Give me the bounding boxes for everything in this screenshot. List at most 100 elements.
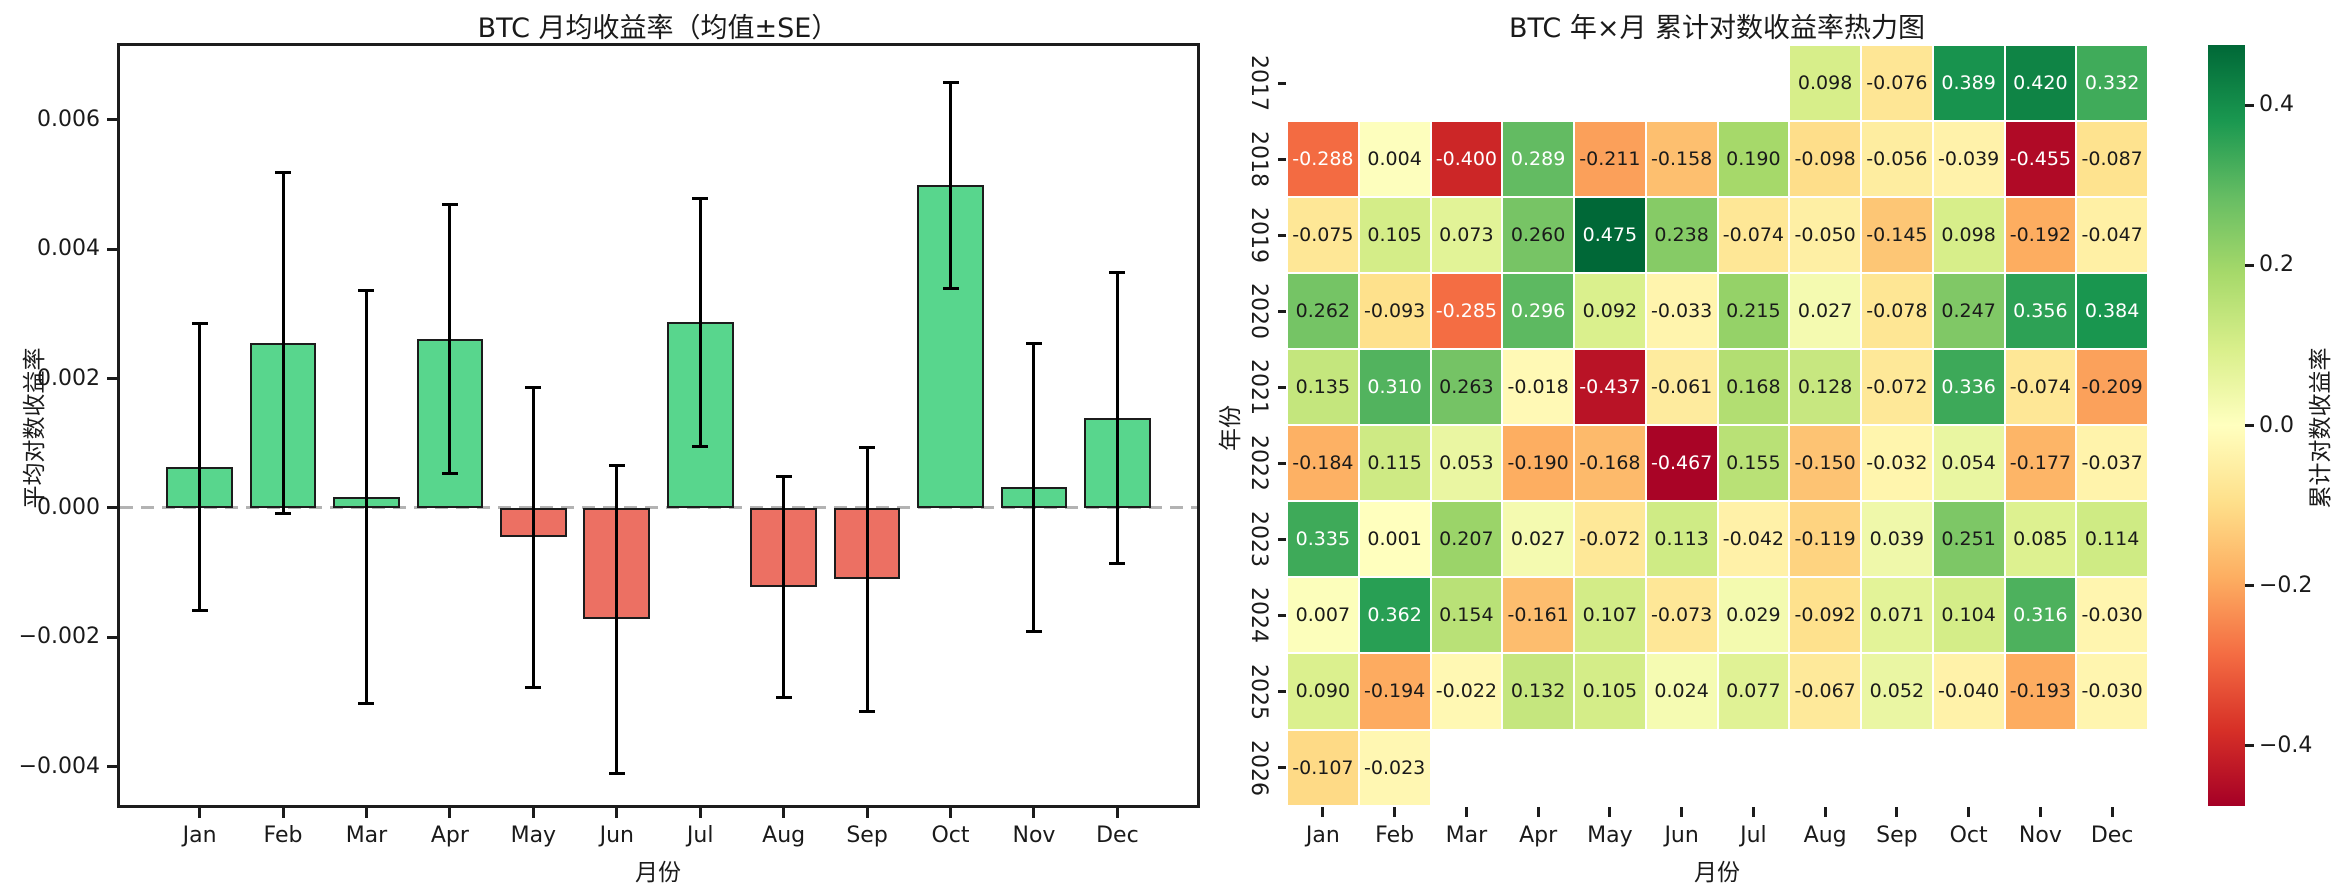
heatmap-x-tick-mark [1393,806,1397,817]
error-bar-cap-top [525,385,542,389]
heatmap-cell: -0.119 [1790,502,1860,577]
x-tick-label: Aug [762,823,806,848]
heatmap-cell: -0.032 [1862,426,1932,501]
colorbar-tick-mark [2245,584,2254,588]
heatmap-year-label: 2018 [1246,131,1271,188]
x-tick-mark [949,808,953,818]
heatmap-cell: -0.150 [1790,426,1860,501]
error-bar-cap-bottom [859,709,876,713]
heatmap-x-tick-mark [1464,806,1468,817]
heatmap-cell: -0.193 [2005,654,2076,729]
heatmap-y-tick-mark [1278,233,1286,237]
heatmap-cell: -0.040 [1933,654,2004,729]
heatmap-cell: -0.190 [1503,426,1573,501]
y-tick-mark [107,118,117,122]
colorbar-tick-mark [2245,424,2254,427]
heatmap-cell: -0.285 [1431,274,1502,349]
heatmap-cell: -0.092 [1790,578,1860,653]
heatmap-cell: -0.072 [1862,350,1932,425]
error-bar-line [531,387,535,688]
heatmap-cell: -0.056 [1862,122,1932,197]
heatmap-cell: 0.190 [1718,122,1789,197]
heatmap-cell: -0.161 [1503,578,1573,653]
y-tick-label: 0.006 [37,106,100,132]
heatmap-cell: 0.389 [1933,46,2004,121]
heatmap-cell: 0.356 [2005,274,2076,349]
colorbar-tick-mark [2245,744,2254,748]
heatmap-cell: 0.115 [1359,426,1430,501]
heatmap-x-tick-mark [1608,806,1612,817]
heatmap-month-label: Jul [1740,823,1767,848]
heatmap-x-tick-mark [1751,806,1755,817]
heatmap-x-tick-mark [1895,806,1899,817]
y-tick-mark [107,765,117,769]
error-bar-line [615,465,619,774]
y-tick-label: 0.002 [37,365,100,391]
heatmap-cell: -0.177 [2005,426,2076,501]
heatmap-year-label: 2019 [1246,207,1271,264]
error-bar-line [865,447,869,711]
x-tick-mark [1032,808,1036,818]
heatmap-month-label: Mar [1445,823,1488,848]
error-bar-cap-bottom [441,471,458,475]
heatmap-cell: 0.105 [1359,198,1430,273]
heatmap-y-tick-mark [1278,309,1286,313]
y-tick-mark [107,247,117,251]
error-bar-line [1032,343,1036,632]
error-bar-cap-top [608,463,625,467]
colorbar-tick-label: −0.4 [2259,732,2313,758]
x-tick-mark [782,808,786,818]
heatmap-cell: 0.310 [1359,350,1430,425]
heatmap-cell: 0.420 [2005,46,2076,121]
heatmap-cell: 0.384 [2077,274,2147,349]
heatmap-cell: 0.132 [1503,654,1573,729]
heatmap-cell: 0.107 [1575,578,1645,653]
heatmap-month-label: Nov [2018,823,2062,848]
heatmap-cell: -0.030 [2077,578,2147,653]
heatmap-cell: 0.332 [2077,46,2147,121]
colorbar-tick-mark [2245,103,2254,107]
colorbar-tick-label: 0.4 [2259,92,2294,118]
heatmap-cell: -0.033 [1646,274,1717,349]
heatmap-cell: 0.215 [1718,274,1789,349]
heatmap-cell: 0.105 [1575,654,1645,729]
heatmap-month-label: Jan [1305,823,1340,848]
bar-chart-title: BTC 月均收益率（均值±SE） [477,13,839,44]
heatmap-cell: -0.400 [1431,122,1502,197]
y-tick-mark [107,506,117,510]
error-bar-line [698,198,702,447]
heatmap-year-label: 2020 [1246,283,1271,340]
heatmap-cell: -0.061 [1646,350,1717,425]
error-bar-line [448,204,452,474]
heatmap-cell: 0.262 [1288,274,1358,349]
error-bar-cap-bottom [608,771,625,775]
y-tick-mark [107,635,117,639]
x-tick-label: Jul [686,823,714,848]
bar-chart-y-axis-label: 平均对数收益率 [22,347,48,509]
error-bar-cap-top [692,196,709,200]
heatmap-cell: -0.037 [2077,426,2147,501]
x-tick-label: May [510,823,557,848]
heatmap-cell: 0.054 [1933,426,2004,501]
heatmap-cell: 0.289 [1503,122,1573,197]
heatmap-y-axis-label: 年份 [1218,405,1244,451]
heatmap-y-tick-mark [1278,385,1286,389]
x-tick-label: Nov [1012,823,1056,848]
error-bar-cap-top [859,445,876,449]
heatmap-cell: 0.238 [1646,198,1717,273]
error-bar-line [782,476,786,698]
heatmap-cell: -0.168 [1575,426,1645,501]
heatmap-cell: -0.107 [1288,730,1358,805]
heatmap-cell: -0.074 [2005,350,2076,425]
heatmap-cell: -0.087 [2077,122,2147,197]
heatmap-year-label: 2023 [1246,511,1271,568]
colorbar-tick-label: 0.0 [2259,412,2294,438]
heatmap-x-tick-mark [1680,806,1684,817]
error-bar-line [364,290,368,704]
colorbar-tick-mark [2245,263,2254,267]
y-tick-label: −0.004 [18,753,100,779]
heatmap-cell: 0.260 [1503,198,1573,273]
error-bar-cap-bottom [942,286,959,290]
y-tick-label: 0.004 [37,236,100,262]
